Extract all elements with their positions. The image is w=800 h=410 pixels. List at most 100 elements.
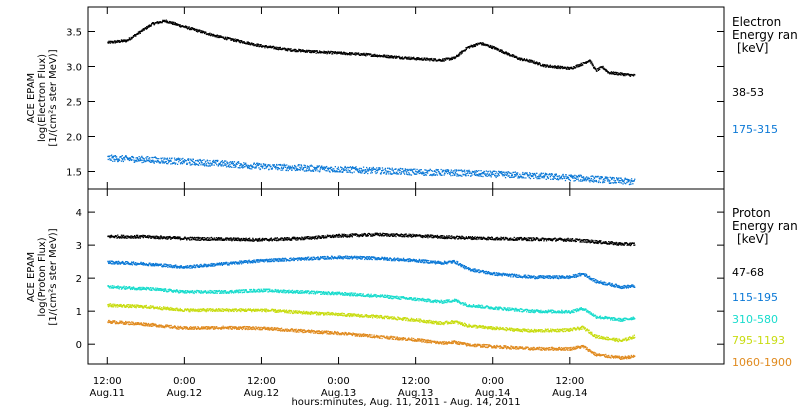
proton-point xyxy=(222,262,225,264)
electron-point xyxy=(606,71,609,73)
proton-point xyxy=(261,240,263,242)
electron-point xyxy=(262,167,264,169)
proton-point xyxy=(408,233,410,235)
proton-point xyxy=(186,266,188,268)
electron-point xyxy=(225,164,227,166)
proton-point xyxy=(333,236,335,238)
proton-point xyxy=(149,235,152,237)
proton-point xyxy=(363,234,365,236)
proton-point xyxy=(207,237,209,239)
electron-point xyxy=(248,42,251,44)
electron-point xyxy=(552,178,554,180)
proton-point xyxy=(398,258,400,260)
electron-point xyxy=(248,165,250,168)
proton-point xyxy=(109,261,111,263)
electron-point xyxy=(477,175,480,177)
electron-point xyxy=(300,51,302,53)
electron-point xyxy=(365,55,367,57)
proton-point xyxy=(346,255,349,258)
proton-point xyxy=(297,239,299,241)
proton-point xyxy=(171,265,173,267)
electron-point xyxy=(485,170,487,172)
electron-point xyxy=(239,42,242,44)
electron-point xyxy=(376,167,378,169)
electron-point xyxy=(434,170,436,172)
electron-point xyxy=(287,169,289,172)
proton-point xyxy=(379,232,381,234)
electron-point xyxy=(128,37,130,39)
proton-point xyxy=(398,260,400,262)
electron-point xyxy=(244,163,246,165)
electron-point xyxy=(431,170,434,172)
proton-point xyxy=(236,262,238,265)
electron-point xyxy=(529,177,532,180)
proton-point xyxy=(372,235,374,237)
proton-point xyxy=(289,238,291,240)
electron-point xyxy=(425,59,427,61)
electron-point xyxy=(311,51,313,54)
proton-point xyxy=(288,238,290,241)
proton-point xyxy=(151,237,153,239)
electron-point xyxy=(329,171,331,173)
electron-point xyxy=(609,73,611,75)
proton-point xyxy=(196,239,198,241)
proton-point xyxy=(618,243,620,245)
proton-point xyxy=(308,256,310,258)
electron-point xyxy=(293,168,295,170)
electron-point xyxy=(578,174,580,177)
proton-point xyxy=(111,263,113,265)
proton-point xyxy=(211,264,213,266)
proton-point xyxy=(234,237,236,239)
electron-point xyxy=(501,49,503,51)
proton-point xyxy=(174,237,176,240)
proton-point xyxy=(475,237,478,239)
proton-point xyxy=(521,237,523,240)
electron-point xyxy=(558,175,561,177)
electron-point xyxy=(331,53,333,55)
proton-point xyxy=(377,258,379,260)
electron-point xyxy=(439,59,441,62)
proton-point xyxy=(385,233,387,235)
electron-point xyxy=(442,60,444,62)
electron-point xyxy=(347,167,350,169)
proton-point xyxy=(362,233,365,235)
proton-point xyxy=(367,256,369,258)
electron-point xyxy=(578,64,580,66)
electron-point xyxy=(433,60,435,62)
proton-point xyxy=(243,260,245,262)
proton-point xyxy=(521,239,523,241)
electron-point xyxy=(463,170,465,172)
electron-point xyxy=(588,177,591,179)
proton-point xyxy=(364,233,366,235)
electron-point xyxy=(166,157,169,159)
electron-point xyxy=(340,51,342,53)
electron-point xyxy=(351,167,353,169)
electron-point xyxy=(573,66,576,68)
electron-point xyxy=(285,48,287,50)
electron-point xyxy=(495,176,497,179)
proton-point xyxy=(524,237,527,239)
electron-point xyxy=(565,67,567,69)
proton-point xyxy=(135,234,138,236)
electron-point xyxy=(498,48,500,51)
electron-point xyxy=(299,166,301,168)
electron-point xyxy=(218,164,220,166)
proton-point xyxy=(582,239,585,241)
electron-point xyxy=(460,52,462,54)
electron-point xyxy=(376,54,378,56)
electron-point xyxy=(623,73,625,75)
electron-point xyxy=(428,58,431,60)
proton-point xyxy=(428,234,430,236)
proton-point xyxy=(353,256,355,259)
electron-point xyxy=(271,167,274,169)
electron-point xyxy=(375,168,377,171)
electron-point xyxy=(234,164,236,167)
electron-point xyxy=(497,175,499,177)
electron-point xyxy=(386,170,388,173)
proton-point xyxy=(331,234,333,237)
proton-point xyxy=(210,264,213,267)
electron-point xyxy=(478,173,481,176)
proton-point xyxy=(130,263,132,265)
electron-point xyxy=(253,43,255,45)
proton-point xyxy=(384,258,386,260)
